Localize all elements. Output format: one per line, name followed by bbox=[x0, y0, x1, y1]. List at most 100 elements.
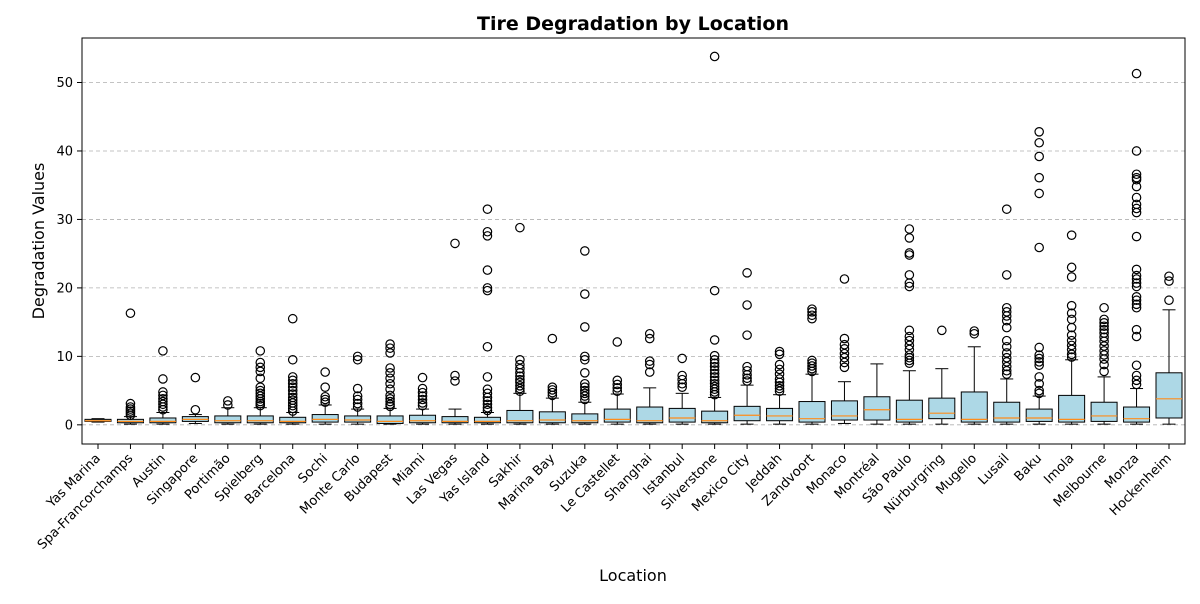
outlier-point bbox=[287, 372, 298, 382]
outlier-point bbox=[709, 285, 720, 296]
outlier-point bbox=[1001, 270, 1012, 280]
iqr-box bbox=[1123, 406, 1151, 423]
outlier-point bbox=[158, 346, 168, 356]
outlier-point bbox=[320, 394, 330, 405]
outlier-point bbox=[255, 362, 266, 373]
outlier-point bbox=[807, 358, 817, 369]
outlier-point bbox=[417, 391, 428, 401]
outlier-point bbox=[1001, 341, 1012, 352]
outlier-point bbox=[515, 371, 525, 382]
outlier-point bbox=[1131, 278, 1142, 288]
outlier-point bbox=[580, 388, 590, 399]
box-22 bbox=[798, 304, 826, 425]
outlier-point bbox=[482, 283, 493, 293]
outlier-point bbox=[482, 388, 493, 399]
outlier-point bbox=[287, 313, 298, 324]
box-5 bbox=[246, 346, 274, 425]
outlier-point bbox=[255, 388, 266, 399]
outlier-point bbox=[287, 375, 298, 386]
iqr-box bbox=[863, 396, 891, 421]
outlier-point bbox=[904, 281, 915, 292]
outlier-point bbox=[450, 238, 460, 249]
outlier-point bbox=[1131, 331, 1142, 342]
box-26 bbox=[928, 325, 956, 425]
outlier-point bbox=[223, 400, 233, 410]
y-axis-ticks: 0 10 20 30 40 50 bbox=[56, 76, 82, 433]
outlier-point bbox=[709, 354, 720, 365]
outlier-point bbox=[677, 374, 687, 385]
box-32 bbox=[1123, 68, 1151, 425]
outlier-point bbox=[774, 364, 785, 375]
outlier-point bbox=[612, 375, 623, 386]
outlier-point bbox=[515, 374, 525, 385]
outlier-point bbox=[417, 400, 428, 411]
outlier-point bbox=[1066, 272, 1077, 282]
outlier-point bbox=[904, 335, 915, 346]
box-29 bbox=[1025, 126, 1053, 425]
iqr-box bbox=[1155, 372, 1183, 419]
outlier-point bbox=[644, 356, 655, 366]
outlier-point bbox=[1099, 321, 1109, 332]
outlier-point bbox=[969, 326, 980, 336]
outlier-point bbox=[547, 385, 558, 395]
box-0 bbox=[84, 418, 112, 423]
box-27 bbox=[960, 326, 988, 425]
outlier-point bbox=[580, 382, 590, 392]
outlier-point bbox=[839, 362, 850, 373]
outlier-point bbox=[1001, 335, 1012, 346]
outlier-point bbox=[839, 339, 850, 350]
outlier-point bbox=[904, 248, 915, 258]
outlier-point bbox=[774, 359, 785, 370]
outlier-point bbox=[1131, 295, 1142, 306]
outlier-point bbox=[774, 349, 785, 360]
outlier-point bbox=[742, 361, 752, 372]
outlier-point bbox=[580, 367, 590, 378]
outlier-point bbox=[158, 390, 168, 401]
outlier-point bbox=[1131, 146, 1142, 156]
outlier-point bbox=[580, 322, 590, 332]
outlier-point bbox=[515, 222, 525, 233]
outlier-point bbox=[709, 368, 720, 379]
outlier-point bbox=[904, 325, 915, 336]
outlier-point bbox=[1131, 370, 1142, 381]
outlier-point bbox=[287, 389, 298, 399]
x-tick-label-28: Lusail bbox=[976, 451, 1013, 488]
outlier-point bbox=[125, 308, 136, 319]
outlier-point bbox=[1001, 204, 1012, 214]
iqr-box bbox=[960, 391, 988, 423]
box-30 bbox=[1058, 230, 1086, 425]
outlier-point bbox=[580, 246, 590, 256]
iqr-box bbox=[895, 399, 923, 423]
outlier-point bbox=[904, 350, 915, 360]
box-16 bbox=[603, 337, 631, 425]
outlier-point bbox=[158, 394, 168, 404]
outlier-point bbox=[709, 361, 720, 372]
outlier-point bbox=[482, 285, 493, 296]
outlier-point bbox=[482, 399, 493, 410]
outlier-point bbox=[1034, 172, 1044, 183]
outlier-point bbox=[255, 346, 266, 356]
outlier-point bbox=[482, 396, 493, 406]
outlier-point bbox=[223, 396, 233, 406]
outlier-point bbox=[677, 382, 687, 392]
outlier-point bbox=[547, 387, 558, 398]
outlier-point bbox=[125, 398, 136, 409]
box-3 bbox=[181, 372, 209, 424]
iqr-box bbox=[441, 416, 469, 424]
outlier-point bbox=[1131, 281, 1142, 292]
outlier-point bbox=[1034, 137, 1044, 148]
box-33 bbox=[1155, 271, 1183, 425]
box-4 bbox=[214, 396, 242, 425]
iqr-box bbox=[571, 413, 599, 424]
box-9 bbox=[376, 339, 404, 425]
outlier-point bbox=[1099, 324, 1109, 335]
outlier-point bbox=[644, 359, 655, 370]
iqr-box bbox=[538, 411, 566, 424]
outlier-point bbox=[385, 378, 395, 389]
outlier-point bbox=[385, 373, 395, 384]
box-24 bbox=[863, 363, 891, 425]
outlier-point bbox=[255, 373, 266, 384]
box-6 bbox=[279, 313, 307, 425]
outlier-point bbox=[385, 384, 395, 395]
outlier-point bbox=[1034, 378, 1044, 389]
